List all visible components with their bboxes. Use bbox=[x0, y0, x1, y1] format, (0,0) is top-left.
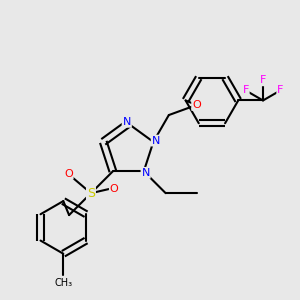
Text: S: S bbox=[87, 187, 95, 200]
Text: F: F bbox=[260, 75, 266, 85]
Text: F: F bbox=[242, 85, 249, 95]
Text: O: O bbox=[64, 169, 73, 179]
Text: CH₃: CH₃ bbox=[54, 278, 72, 288]
Text: N: N bbox=[142, 168, 150, 178]
Text: N: N bbox=[123, 117, 131, 127]
Text: F: F bbox=[277, 85, 283, 95]
Text: O: O bbox=[192, 100, 201, 110]
Text: O: O bbox=[110, 184, 118, 194]
Text: N: N bbox=[152, 136, 160, 146]
